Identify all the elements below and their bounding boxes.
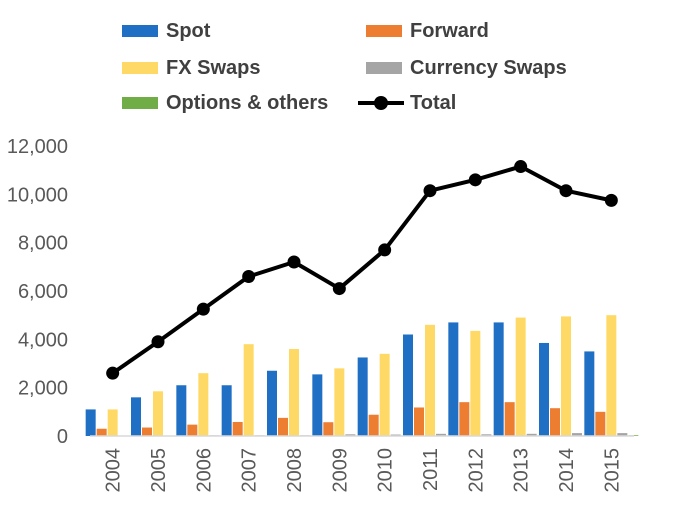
bar-fx-swaps — [515, 317, 526, 436]
bar-spot — [267, 370, 277, 436]
bar-currency-swaps — [572, 433, 582, 436]
bar-forward — [504, 402, 515, 436]
legend-item-forward: Forward — [366, 18, 489, 44]
legend-swatch-options-others — [122, 97, 158, 109]
legend-item-spot: Spot — [122, 18, 210, 44]
bar-fx-swaps — [425, 324, 435, 436]
legend-label-options-others: Options & others — [166, 91, 329, 114]
x-tick-label: 2006 — [193, 448, 215, 493]
bar-spot — [312, 374, 323, 436]
point-total — [514, 160, 528, 174]
x-tick-label: 2013 — [511, 448, 533, 493]
legend-swatch-currency-swaps — [366, 62, 402, 74]
bar-currency-swaps — [345, 434, 356, 436]
x-tick-label: 2015 — [601, 448, 623, 493]
legend-item-currency-swaps: Currency Swaps — [366, 55, 567, 81]
bar-forward — [459, 402, 470, 436]
x-tick-label: 2005 — [148, 448, 170, 493]
bar-fx-swaps — [243, 344, 254, 436]
bar-currency-swaps — [617, 433, 628, 436]
point-total — [196, 302, 210, 316]
bar-spot — [539, 342, 549, 436]
x-tick-label: 2004 — [103, 448, 125, 493]
legend-label-spot: Spot — [166, 19, 211, 42]
bar-fx-swaps — [334, 368, 345, 436]
bar-forward — [142, 427, 152, 436]
y-tick-label: 4,000 — [18, 329, 68, 351]
bar-spot — [131, 397, 141, 436]
point-total — [559, 184, 573, 198]
x-tick-label: 2014 — [556, 448, 578, 493]
bar-currency-swaps — [526, 433, 537, 436]
legend-item-fx-swaps: FX Swaps — [122, 55, 260, 81]
legend-item-options-others: Options & others — [122, 90, 328, 116]
point-total — [378, 243, 392, 257]
legend-label-fx-swaps: FX Swaps — [166, 56, 261, 79]
point-total — [287, 255, 301, 269]
bar-forward — [232, 421, 243, 436]
bar-spot — [85, 409, 96, 436]
line-total — [111, 164, 612, 375]
bar-fx-swaps — [198, 373, 209, 436]
bar-forward — [368, 414, 379, 436]
point-total — [151, 335, 165, 349]
legend-label-currency-swaps: Currency Swaps — [410, 56, 567, 79]
bar-fx-swaps — [107, 409, 118, 436]
bar-currency-swaps — [481, 434, 492, 436]
bar-forward — [96, 428, 107, 436]
bar-spot — [357, 357, 368, 436]
y-tick-label: 2,000 — [18, 378, 68, 400]
bar-fx-swaps — [561, 316, 571, 436]
x-tick-label: 2011 — [420, 448, 442, 491]
point-total — [423, 184, 437, 198]
bar-forward — [595, 411, 606, 436]
bar-fx-swaps — [289, 349, 299, 436]
legend-item-total: Total — [358, 90, 456, 116]
x-tick-label: 2010 — [375, 448, 397, 493]
legend-swatch-fx-swaps — [122, 62, 158, 74]
bar-fx-swaps — [379, 353, 390, 436]
legend-label-forward: Forward — [410, 19, 489, 42]
point-total — [332, 282, 346, 296]
legend-line-total — [358, 95, 404, 111]
point-total — [604, 193, 618, 207]
bar-currency-swaps — [436, 433, 446, 436]
bar-forward — [414, 407, 424, 436]
legend-label-total: Total — [410, 91, 457, 114]
point-total — [106, 366, 120, 380]
bar-spot — [448, 322, 459, 436]
point-total — [242, 270, 256, 283]
y-tick-label: 0 — [57, 426, 68, 448]
legend-swatch-forward — [366, 25, 402, 37]
y-tick-label: 10,000 — [7, 184, 68, 206]
bar-spot — [493, 322, 504, 436]
bar-forward — [278, 417, 288, 436]
x-tick-label: 2012 — [465, 448, 487, 493]
x-tick-label: 2007 — [239, 448, 261, 493]
bar-fx-swaps — [470, 330, 481, 436]
bar-spot — [403, 334, 413, 436]
y-tick-label: 6,000 — [18, 281, 68, 303]
y-tick-label: 8,000 — [18, 233, 68, 255]
x-tick-label: 2008 — [284, 448, 306, 493]
x-tick-label: 2009 — [329, 448, 351, 493]
bar-fx-swaps — [153, 391, 163, 436]
bar-forward — [187, 424, 198, 436]
y-tick-label: 12,000 — [7, 136, 68, 158]
bar-fx-swaps — [606, 315, 617, 436]
bar-spot — [584, 351, 595, 436]
bar-forward — [550, 408, 560, 436]
bar-spot — [176, 385, 187, 436]
bar-forward — [323, 422, 334, 436]
legend-swatch-spot — [122, 25, 158, 37]
bar-spot — [221, 385, 232, 436]
point-total — [468, 173, 482, 187]
